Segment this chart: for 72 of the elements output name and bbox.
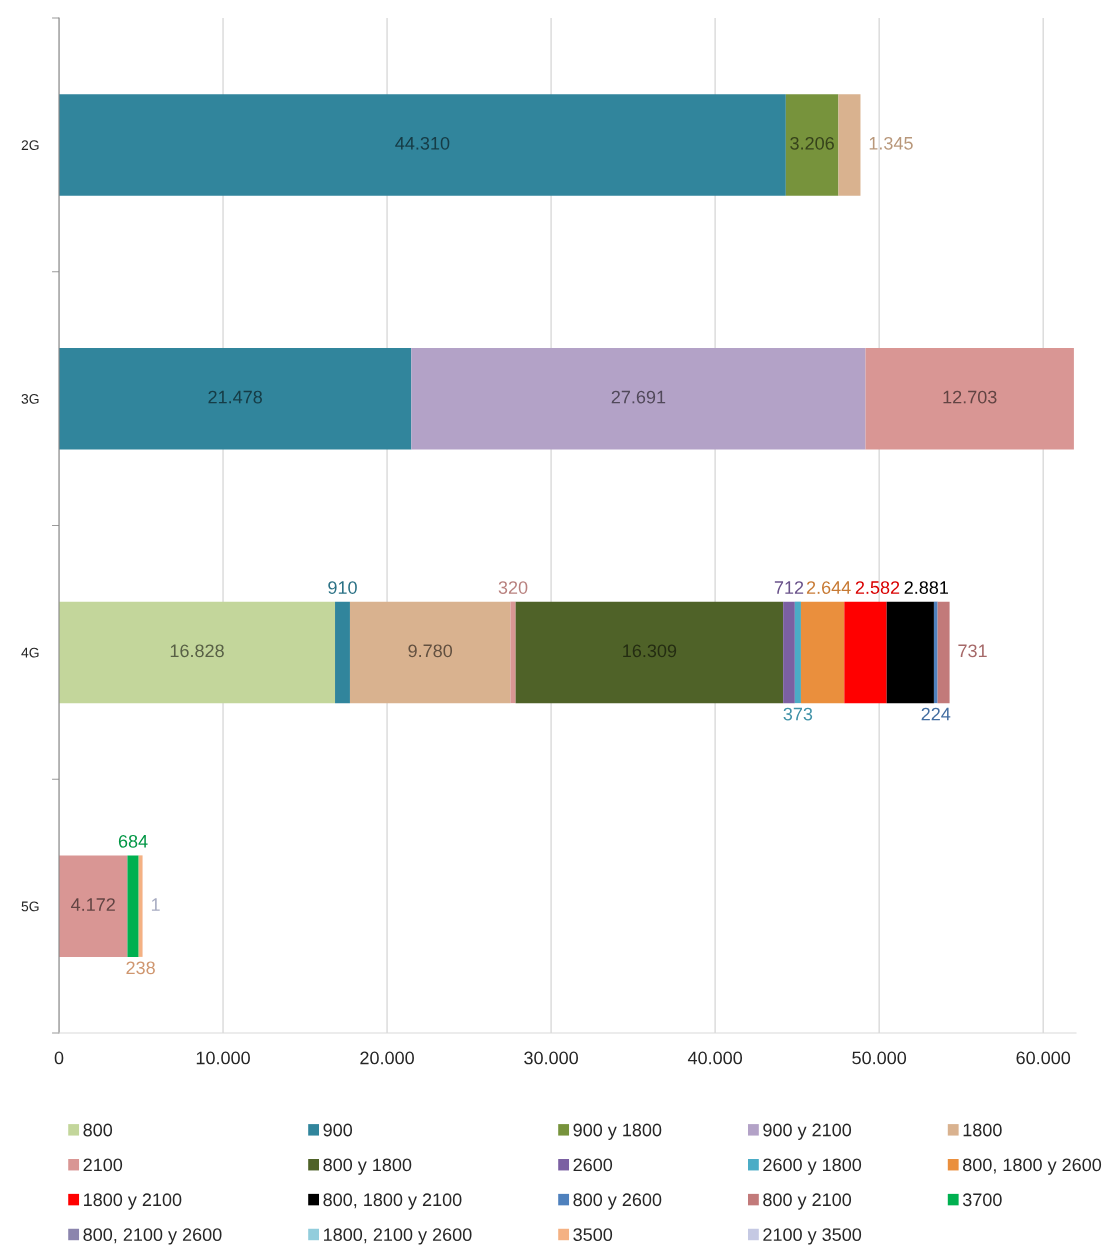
legend-label: 3700: [962, 1193, 1002, 1207]
legend-label: 900 y 1800: [573, 1123, 662, 1140]
x-tick-label: 0: [54, 1051, 64, 1065]
data-label: 12.703: [943, 390, 997, 404]
data-label: 44.310: [395, 136, 450, 150]
x-tick-label: 60.000: [1016, 1051, 1071, 1065]
data-label: 224: [921, 707, 951, 721]
data-label: 2.644: [806, 581, 851, 594]
legend-label: 2600 y 1800: [763, 1158, 862, 1175]
legend-label: 900: [323, 1123, 353, 1137]
data-label: 2.881: [904, 581, 949, 594]
data-label: 320: [498, 581, 528, 594]
bar: [59, 94, 786, 196]
bar: [335, 601, 350, 704]
y-tick-label: 2G: [21, 140, 39, 151]
bar: [515, 601, 784, 704]
data-label: 910: [328, 581, 357, 594]
data-label: 1.345: [869, 136, 913, 150]
data-label: 684: [118, 834, 148, 848]
legend-label: 900 y 2100: [763, 1123, 852, 1140]
x-tick-label: 20.000: [360, 1051, 414, 1065]
bar: [783, 601, 795, 704]
bar: [785, 94, 839, 196]
bar: [937, 601, 950, 704]
data-label: 16.828: [170, 644, 224, 658]
data-label: 2.582: [855, 581, 900, 594]
bar: [59, 601, 336, 704]
data-label: 21.478: [208, 390, 262, 404]
bar: [349, 601, 511, 704]
bar: [838, 94, 861, 196]
legend-label: 800, 2100 y 2600: [83, 1228, 222, 1245]
bar: [865, 347, 1074, 450]
legend-label: 2600: [573, 1158, 613, 1172]
legend-label: 1800, 2100 y 2600: [324, 1228, 472, 1245]
x-tick-label: 10.000: [196, 1051, 250, 1065]
legend-label: 800, 1800 y 2600: [963, 1158, 1102, 1175]
bar: [138, 855, 143, 957]
x-tick-label: 50.000: [852, 1051, 907, 1065]
bar: [800, 601, 845, 704]
bar: [411, 347, 866, 450]
bar: [59, 347, 412, 450]
data-label: 238: [126, 961, 155, 975]
y-tick-label: 5G: [21, 901, 39, 912]
bar: [933, 601, 938, 704]
legend-label: 800: [83, 1123, 113, 1137]
data-label: 4.172: [71, 898, 115, 911]
legend-label: 2100 y 3500: [763, 1228, 862, 1245]
data-label: 9.780: [408, 644, 453, 658]
data-label: 731: [958, 644, 987, 658]
legend-label: 2100: [83, 1158, 123, 1172]
data-label: 712: [774, 581, 804, 594]
legend-label: 1800 y 2100: [84, 1193, 182, 1210]
legend-label: 1800: [963, 1123, 1002, 1137]
bar: [510, 601, 516, 704]
bar: [127, 855, 139, 957]
legend-label: 800 y 2100: [763, 1193, 852, 1210]
bar: [59, 855, 128, 957]
legend-label: 800 y 1800: [323, 1158, 412, 1175]
y-tick-label: 3G: [21, 393, 39, 404]
legend-label: 800 y 2600: [573, 1193, 662, 1210]
bar: [844, 601, 887, 704]
data-label: 1: [151, 898, 160, 911]
legend-label: 800, 1800 y 2100: [323, 1193, 462, 1210]
x-tick-label: 30.000: [524, 1051, 579, 1065]
y-tick-label: 4G: [21, 647, 39, 658]
data-label: 373: [783, 707, 813, 721]
data-label: 27.691: [611, 390, 666, 404]
bar: [886, 601, 934, 704]
legend-label: 3500: [573, 1228, 613, 1242]
bar: [794, 601, 801, 704]
data-label: 3.206: [790, 136, 834, 150]
x-tick-label: 40.000: [687, 1051, 743, 1065]
